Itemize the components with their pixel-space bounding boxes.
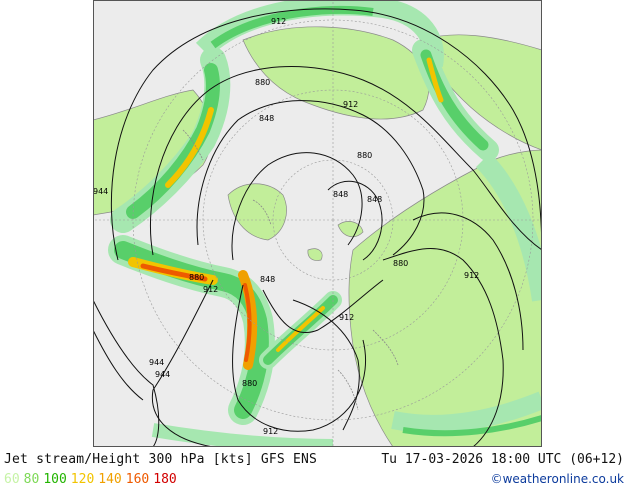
contour-label: 848 [260, 275, 275, 284]
contour-label: 848 [367, 195, 382, 204]
contour-label: 944 [149, 358, 164, 367]
contour-label: 848 [259, 114, 274, 123]
legend-item: 80 [23, 472, 40, 487]
contour-label: 880 [393, 259, 408, 268]
land-masses [93, 26, 542, 447]
speed-legend: 60 80 100 120 140 160 180 [4, 472, 181, 487]
jetstream-map: 912 880 848 880 912 944 880 848 880 848 … [93, 0, 542, 447]
legend-item: 100 [43, 472, 67, 487]
graticule [93, 0, 542, 447]
map-frame [93, 0, 542, 447]
legend-item: 160 [125, 472, 150, 487]
contour-label: 880 [189, 273, 204, 282]
contour-label: 912 [203, 285, 218, 294]
legend-item: 180 [153, 472, 177, 487]
contour-label: 944 [93, 187, 108, 196]
contour-label: 912 [263, 427, 278, 436]
valid-time: Tu 17-03-2026 18:00 UTC (06+12) [381, 452, 624, 467]
contour-label: 880 [357, 151, 372, 160]
contour-label: 944 [155, 370, 170, 379]
contour-label: 880 [242, 379, 257, 388]
legend-item: 120 [70, 472, 95, 487]
contour-label: 848 [333, 190, 348, 199]
contour-label: 912 [339, 313, 354, 322]
jet-stream-bands [108, 0, 542, 447]
contour-label: 912 [343, 100, 358, 109]
chart-title: Jet stream/Height 300 hPa [kts] GFS ENS [4, 452, 318, 467]
legend-item: 140 [98, 472, 122, 487]
height-contours [93, 8, 542, 447]
coastlines [182, 129, 399, 411]
contour-labels: 912 880 848 880 912 944 880 848 880 848 … [93, 17, 479, 436]
contour-label: 912 [464, 271, 479, 280]
contour-label: 880 [255, 78, 270, 87]
credit-link[interactable]: ©weatheronline.co.uk [490, 472, 624, 486]
legend-item: 60 [4, 472, 20, 487]
contour-label: 912 [271, 17, 286, 26]
map-panel: 912 880 848 880 912 944 880 848 880 848 … [93, 0, 542, 447]
